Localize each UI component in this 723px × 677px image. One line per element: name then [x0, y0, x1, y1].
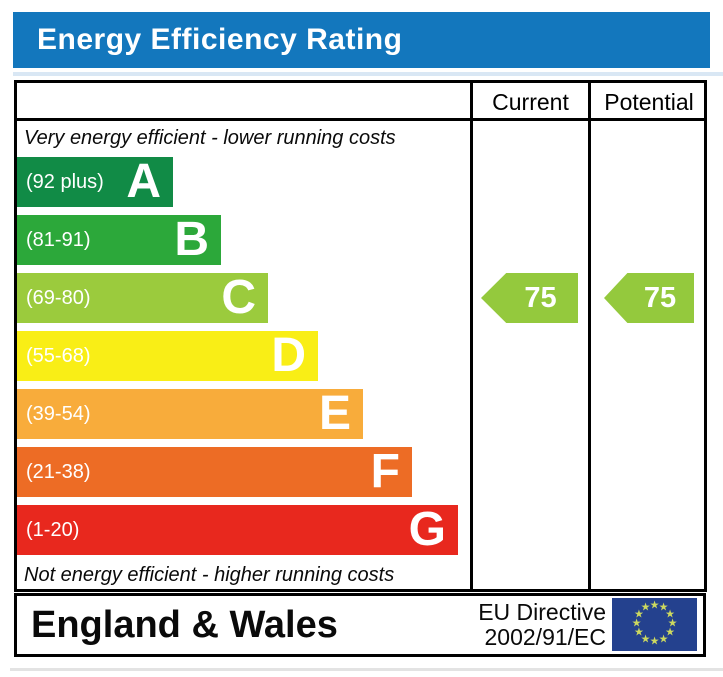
star-icon: ★ — [649, 635, 660, 648]
star-icon: ★ — [633, 608, 644, 621]
star-icon: ★ — [640, 633, 651, 646]
band-row-d: (55-68) D — [17, 331, 318, 381]
band-row-g: (1-20) G — [17, 505, 458, 555]
star-icon: ★ — [640, 601, 651, 614]
header-divider — [17, 118, 704, 121]
band-range-label: (1-20) — [26, 518, 80, 541]
efficiency-caption-bottom: Not energy efficient - higher running co… — [24, 564, 395, 586]
star-icon: ★ — [631, 617, 642, 630]
potential-rating-arrow: 75 — [604, 273, 694, 323]
title-bar: Energy Efficiency Rating — [13, 12, 710, 68]
star-icon: ★ — [658, 601, 669, 614]
band-range-label: (55-68) — [26, 344, 91, 367]
eu-directive-line1: EU Directive — [478, 599, 606, 625]
star-icon: ★ — [658, 633, 669, 646]
band-row-c: (69-80) C — [17, 273, 268, 323]
current-rating-arrow: 75 — [481, 273, 578, 323]
band-letter: E — [318, 387, 351, 440]
efficiency-caption-top: Very energy efficient - lower running co… — [24, 127, 396, 149]
band-letter: D — [271, 329, 306, 382]
column-header-current: Current — [492, 89, 569, 115]
page-title: Energy Efficiency Rating — [37, 23, 403, 56]
star-icon: ★ — [633, 626, 644, 639]
rating-table: Current Potential Very energy efficient … — [14, 80, 707, 592]
band-range-label: (69-80) — [26, 286, 91, 309]
top-divider-line — [13, 72, 723, 76]
star-icon: ★ — [665, 626, 676, 639]
star-icon: ★ — [667, 617, 678, 630]
band-letter: C — [221, 271, 256, 324]
band-row-e: (39-54) E — [17, 389, 363, 439]
column-divider-current — [470, 83, 473, 589]
band-row-a: (92 plus) A — [17, 157, 173, 207]
column-header-potential: Potential — [604, 89, 694, 115]
band-row-f: (21-38) F — [17, 447, 412, 497]
band-range-label: (21-38) — [26, 460, 91, 483]
bottom-divider-line — [10, 668, 723, 671]
region-label: England & Wales — [31, 604, 338, 646]
column-divider-potential — [588, 83, 591, 589]
band-range-label: (92 plus) — [26, 170, 104, 193]
current-rating-value: 75 — [524, 281, 557, 314]
star-icon: ★ — [649, 599, 660, 612]
band-letter: B — [174, 213, 209, 266]
band-row-b: (81-91) B — [17, 215, 221, 265]
band-range-label: (81-91) — [26, 228, 91, 251]
eu-directive-text: EU Directive 2002/91/EC — [468, 600, 606, 650]
eu-directive-line2: 2002/91/EC — [484, 624, 606, 650]
band-letter: G — [408, 503, 446, 556]
star-icon: ★ — [665, 608, 676, 621]
band-letter: F — [370, 445, 400, 498]
footer-bar: England & Wales EU Directive 2002/91/EC … — [14, 593, 706, 657]
eu-flag-icon: ★ ★ ★ ★ ★ ★ ★ ★ ★ ★ ★ ★ — [612, 598, 697, 651]
band-letter: A — [126, 155, 161, 208]
potential-rating-value: 75 — [643, 281, 677, 314]
band-range-label: (39-54) — [26, 402, 91, 425]
